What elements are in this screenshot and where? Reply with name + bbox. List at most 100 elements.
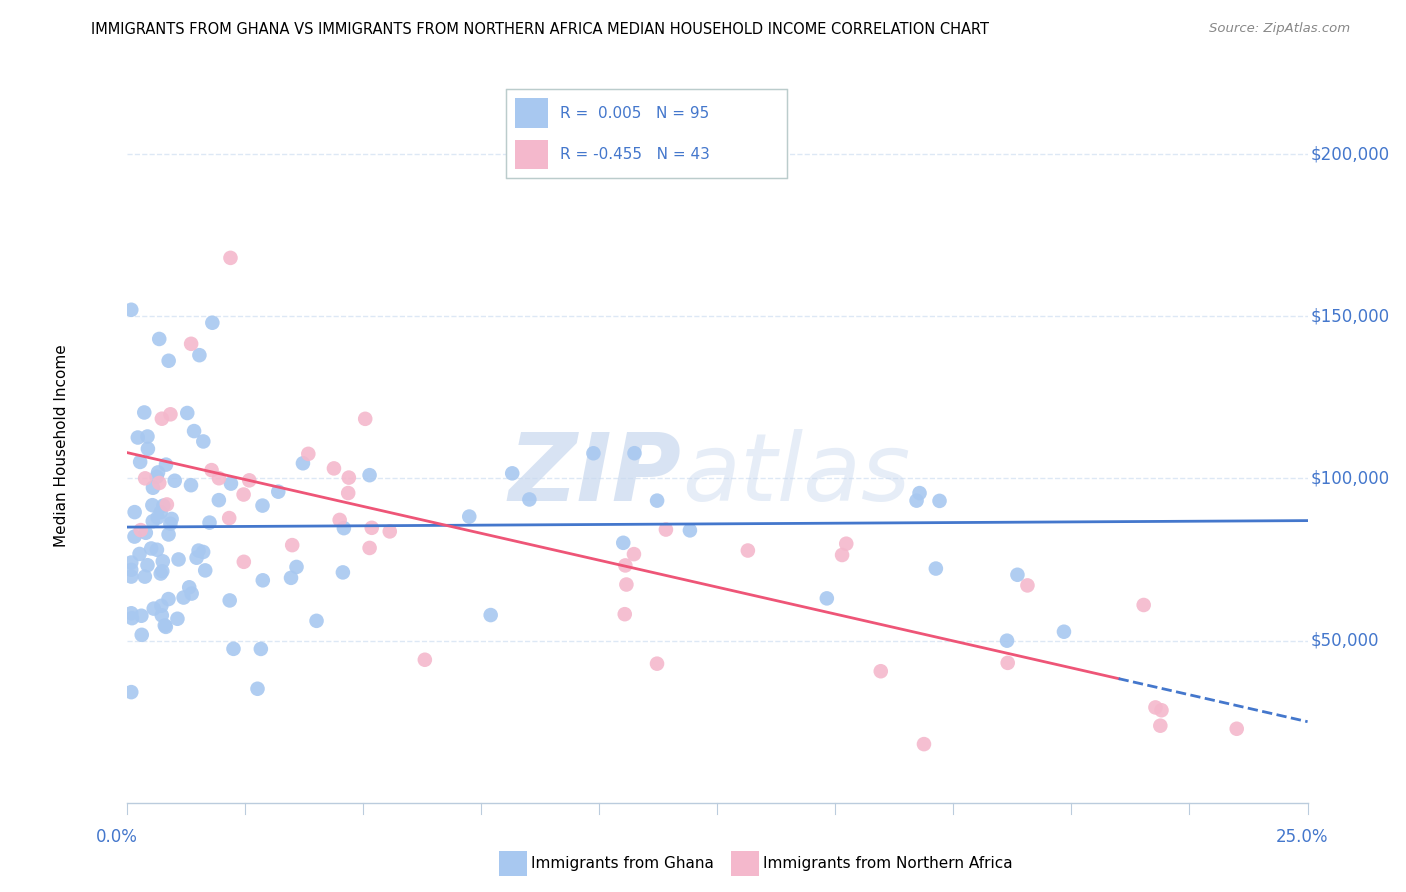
Point (191, 545, 214, 559)
Point (173, 591, 195, 605)
Point (613, 607, 636, 622)
Point (297, 447, 319, 461)
Point (831, 548, 853, 562)
Point (128, 547, 150, 561)
Point (291, 456, 314, 470)
Point (163, 474, 186, 488)
Point (157, 592, 180, 607)
Point (187, 543, 209, 558)
Point (120, 302, 142, 317)
Point (378, 524, 401, 539)
Point (928, 494, 950, 508)
Point (146, 466, 169, 480)
Point (201, 316, 224, 330)
Point (131, 608, 153, 623)
Point (146, 542, 169, 557)
Point (815, 591, 838, 606)
Point (186, 550, 208, 565)
Point (458, 509, 481, 524)
Point (149, 566, 172, 581)
Point (150, 608, 173, 623)
Point (153, 618, 176, 632)
Point (995, 633, 1018, 648)
Point (997, 656, 1019, 670)
Text: 0.0%: 0.0% (96, 828, 138, 846)
Point (252, 499, 274, 513)
Point (208, 471, 231, 485)
Point (148, 332, 170, 346)
Point (120, 556, 142, 570)
Point (616, 577, 638, 591)
Point (180, 478, 202, 492)
Point (142, 481, 165, 495)
Point (134, 471, 156, 485)
Bar (515, 140, 548, 169)
Text: ZIP: ZIP (509, 428, 682, 521)
Point (200, 463, 222, 477)
Point (219, 476, 242, 491)
Point (218, 593, 240, 607)
Point (141, 541, 163, 556)
Bar (515, 98, 548, 128)
Text: Immigrants from Ghana: Immigrants from Ghana (531, 856, 714, 871)
Point (129, 455, 152, 469)
Point (835, 537, 858, 551)
Point (612, 536, 634, 550)
Point (208, 493, 231, 508)
Point (166, 612, 188, 626)
Text: $200,000: $200,000 (1312, 145, 1391, 163)
Point (156, 498, 179, 512)
Point (623, 547, 645, 561)
Point (150, 411, 173, 425)
Point (333, 521, 356, 535)
Point (1053, 624, 1076, 639)
Point (146, 510, 169, 524)
Point (280, 571, 302, 585)
Text: Source: ZipAtlas.com: Source: ZipAtlas.com (1209, 22, 1350, 36)
Point (337, 486, 360, 500)
Point (238, 474, 260, 488)
Point (142, 514, 165, 528)
Point (152, 554, 174, 568)
Point (150, 599, 173, 613)
Point (180, 336, 202, 351)
Point (413, 653, 436, 667)
Point (908, 486, 931, 500)
Point (149, 505, 172, 519)
Point (218, 511, 240, 525)
Text: atlas: atlas (682, 429, 910, 520)
Point (120, 563, 142, 577)
Point (905, 493, 928, 508)
Point (188, 348, 211, 362)
Point (134, 569, 156, 583)
Point (135, 525, 157, 540)
Point (250, 641, 273, 656)
Point (645, 493, 668, 508)
Point (645, 657, 668, 671)
Point (145, 469, 167, 483)
Point (193, 434, 215, 449)
Point (232, 555, 254, 569)
Point (1150, 703, 1173, 717)
Point (136, 558, 159, 573)
Point (159, 516, 181, 531)
Text: IMMIGRANTS FROM GHANA VS IMMIGRANTS FROM NORTHERN AFRICA MEDIAN HOUSEHOLD INCOME: IMMIGRANTS FROM GHANA VS IMMIGRANTS FROM… (91, 22, 990, 37)
Point (167, 552, 190, 566)
Point (120, 569, 142, 583)
Point (1007, 567, 1029, 582)
Point (359, 468, 381, 483)
Point (222, 641, 245, 656)
Point (246, 681, 269, 696)
Point (479, 608, 502, 623)
Point (176, 406, 198, 420)
Point (1132, 598, 1154, 612)
Point (1017, 578, 1039, 592)
Point (869, 665, 891, 679)
Point (121, 611, 143, 625)
Point (194, 563, 217, 577)
Point (180, 586, 202, 600)
Point (1226, 722, 1249, 736)
Point (136, 442, 159, 456)
Point (1149, 719, 1171, 733)
Text: R = -0.455   N = 43: R = -0.455 N = 43 (560, 147, 710, 161)
